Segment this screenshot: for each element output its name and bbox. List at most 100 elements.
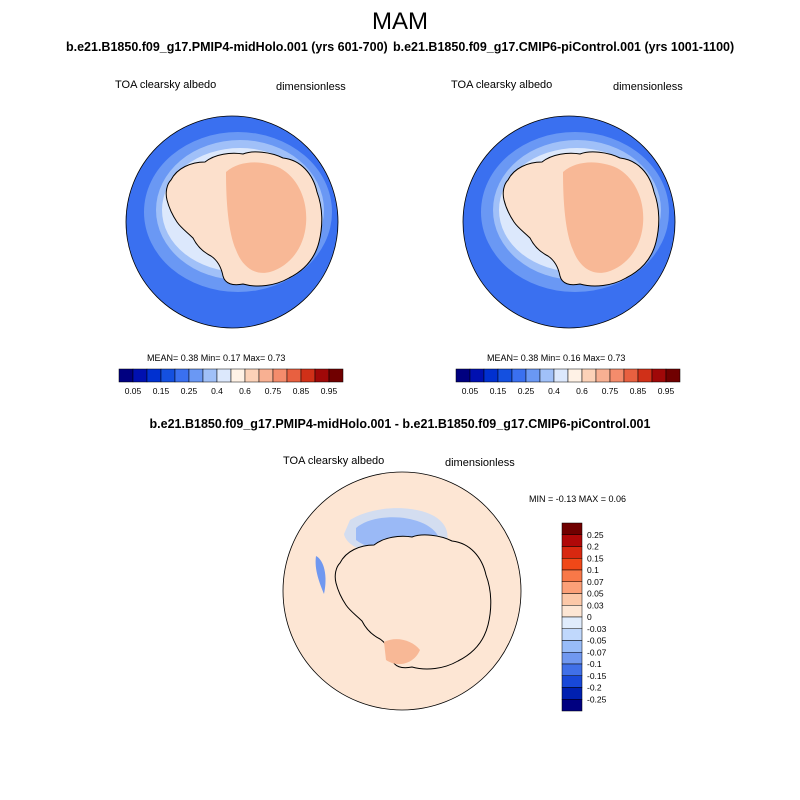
panel1-colorbar-swatch xyxy=(328,368,344,383)
panel1-colorbar-swatch xyxy=(300,368,316,383)
panel1-colorbar-tick-label: 0.05 xyxy=(125,386,142,396)
panel1-colorbar-tick-label: 0.25 xyxy=(181,386,198,396)
diff-colorbar-tick-label: -0.07 xyxy=(587,647,607,657)
panel2-colorbar-swatch xyxy=(497,368,513,383)
panel1-case-title: b.e21.B1850.f09_g17.PMIP4-midHolo.001 (y… xyxy=(66,40,388,54)
diff-colorbar-swatch xyxy=(561,687,583,700)
diff-colorbar-swatch xyxy=(561,640,583,653)
diff-stats: MIN = -0.13 MAX = 0.06 xyxy=(529,494,627,504)
panel1-colorbar-swatch xyxy=(244,368,260,383)
panel2-colorbar-tick-label: 0.75 xyxy=(602,386,619,396)
panel1-colorbar-swatch xyxy=(272,368,288,383)
diff-colorbar-tick-label: 0 xyxy=(587,612,592,622)
diff-colorbar-swatch xyxy=(561,605,583,618)
diff-colorbar-tick-label: -0.15 xyxy=(587,671,607,681)
diff-polar-map xyxy=(282,471,522,711)
panel1-colorbar-tick-label: 0.15 xyxy=(153,386,170,396)
diff-variable-label: TOA clearsky albedo xyxy=(283,455,385,467)
panel1-colorbar-swatch xyxy=(118,368,134,383)
plot-season-title: MAM xyxy=(372,8,428,35)
diff-colorbar-tick-label: 0.15 xyxy=(587,553,604,563)
panel1-colorbar-swatch xyxy=(230,368,246,383)
diff-colorbar-tick-label: 0.25 xyxy=(587,530,604,540)
panel1-colorbar-swatch xyxy=(188,368,204,383)
panel2-colorbar-swatch xyxy=(483,368,499,383)
panel2-colorbar-tick-label: 0.25 xyxy=(518,386,535,396)
panel1-map-border xyxy=(125,115,339,329)
panel1-colorbar-tick-label: 0.85 xyxy=(293,386,310,396)
diff-colorbar-swatch xyxy=(561,652,583,665)
panel2-colorbar: 0.05 0.15 0.25 0.4 0.6 0.75 0.85 0.95 xyxy=(455,368,681,396)
diff-colorbar-tick-label: -0.03 xyxy=(587,624,607,634)
panel2-colorbar-tick-label: 0.95 xyxy=(658,386,675,396)
panel1-colorbar-swatch xyxy=(160,368,176,383)
panel2-stats: MEAN= 0.38 Min= 0.16 Max= 0.73 xyxy=(487,353,626,363)
panel1-colorbar-swatch xyxy=(258,368,274,383)
panel2-colorbar-swatch xyxy=(469,368,485,383)
diff-colorbar-tick-label: -0.1 xyxy=(587,659,602,669)
panel2-units-label: dimensionless xyxy=(613,81,683,93)
panel1-colorbar-swatch xyxy=(132,368,148,383)
panel2-colorbar-swatch xyxy=(511,368,527,383)
panel2-colorbar-swatch xyxy=(637,368,653,383)
panel1-colorbar-swatch xyxy=(216,368,232,383)
diff-map-border xyxy=(282,471,522,711)
panel1-colorbar-tick-label: 0.95 xyxy=(321,386,338,396)
diff-colorbar-tick-label: 0.07 xyxy=(587,577,604,587)
diff-colorbar: 0.250.20.150.10.070.050.030-0.03-0.05-0.… xyxy=(561,522,607,712)
panel1-colorbar-swatch xyxy=(286,368,302,383)
panel1-polar-map xyxy=(125,115,339,329)
panel2-colorbar-swatch xyxy=(609,368,625,383)
panel2-colorbar-swatch xyxy=(567,368,583,383)
panel2-colorbar-tick-label: 0.15 xyxy=(490,386,507,396)
diff-panel-title: b.e21.B1850.f09_g17.PMIP4-midHolo.001 - … xyxy=(149,417,651,431)
diff-colorbar-tick-label: -0.25 xyxy=(587,694,607,704)
panel2-polar-map xyxy=(462,115,676,329)
panel1-colorbar-swatch xyxy=(174,368,190,383)
diff-colorbar-swatch xyxy=(561,616,583,629)
diff-colorbar-swatch xyxy=(561,699,583,712)
panel1-colorbar-swatch xyxy=(146,368,162,383)
panel2-colorbar-swatch xyxy=(651,368,667,383)
diff-colorbar-swatch xyxy=(561,675,583,688)
panel1-colorbar-swatch xyxy=(314,368,330,383)
diff-positive-anomaly xyxy=(384,639,420,665)
diff-colorbar-tick-label: -0.05 xyxy=(587,636,607,646)
diff-colorbar-swatch xyxy=(561,581,583,594)
diff-colorbar-swatch xyxy=(561,593,583,606)
panel2-colorbar-tick-label: 0.05 xyxy=(462,386,479,396)
diff-colorbar-tick-label: 0.2 xyxy=(587,542,599,552)
panel2-colorbar-swatch xyxy=(581,368,597,383)
diff-negative-coastal xyxy=(315,556,326,594)
diff-colorbar-tick-label: -0.2 xyxy=(587,683,602,693)
panel1-colorbar-tick-label: 0.6 xyxy=(239,386,251,396)
panel2-colorbar-swatch xyxy=(539,368,555,383)
diff-colorbar-tick-label: 0.03 xyxy=(587,600,604,610)
diff-colorbar-swatch xyxy=(561,534,583,547)
panel2-colorbar-tick-label: 0.6 xyxy=(576,386,588,396)
diff-colorbar-tick-label: 0.1 xyxy=(587,565,599,575)
diff-colorbar-swatch xyxy=(561,569,583,582)
panel2-variable-label: TOA clearsky albedo xyxy=(451,79,553,91)
panel2-high-albedo-region xyxy=(563,162,644,273)
panel1-colorbar-tick-label: 0.4 xyxy=(211,386,223,396)
panel1-colorbar-tick-label: 0.75 xyxy=(265,386,282,396)
panel1-colorbar: 0.05 0.15 0.25 0.4 0.6 0.75 0.85 0.95 xyxy=(118,368,344,396)
panel2-colorbar-swatch xyxy=(455,368,471,383)
panel2-colorbar-tick-label: 0.4 xyxy=(548,386,560,396)
panel2-colorbar-swatch xyxy=(525,368,541,383)
diff-colorbar-tick-label: 0.05 xyxy=(587,589,604,599)
panel2-colorbar-swatch xyxy=(665,368,681,383)
panel2-colorbar-swatch xyxy=(623,368,639,383)
panel1-stats: MEAN= 0.38 Min= 0.17 Max= 0.73 xyxy=(147,353,286,363)
panel1-units-label: dimensionless xyxy=(276,81,346,93)
panel1-high-albedo-region xyxy=(226,162,307,273)
diff-colorbar-swatch xyxy=(561,558,583,571)
panel2-colorbar-swatch xyxy=(553,368,569,383)
diff-colorbar-swatch xyxy=(561,628,583,641)
panel2-case-title: b.e21.B1850.f09_g17.CMIP6-piControl.001 … xyxy=(393,40,735,54)
panel1-colorbar-swatch xyxy=(202,368,218,383)
panel1-variable-label: TOA clearsky albedo xyxy=(115,79,217,91)
diff-colorbar-swatch xyxy=(561,663,583,676)
